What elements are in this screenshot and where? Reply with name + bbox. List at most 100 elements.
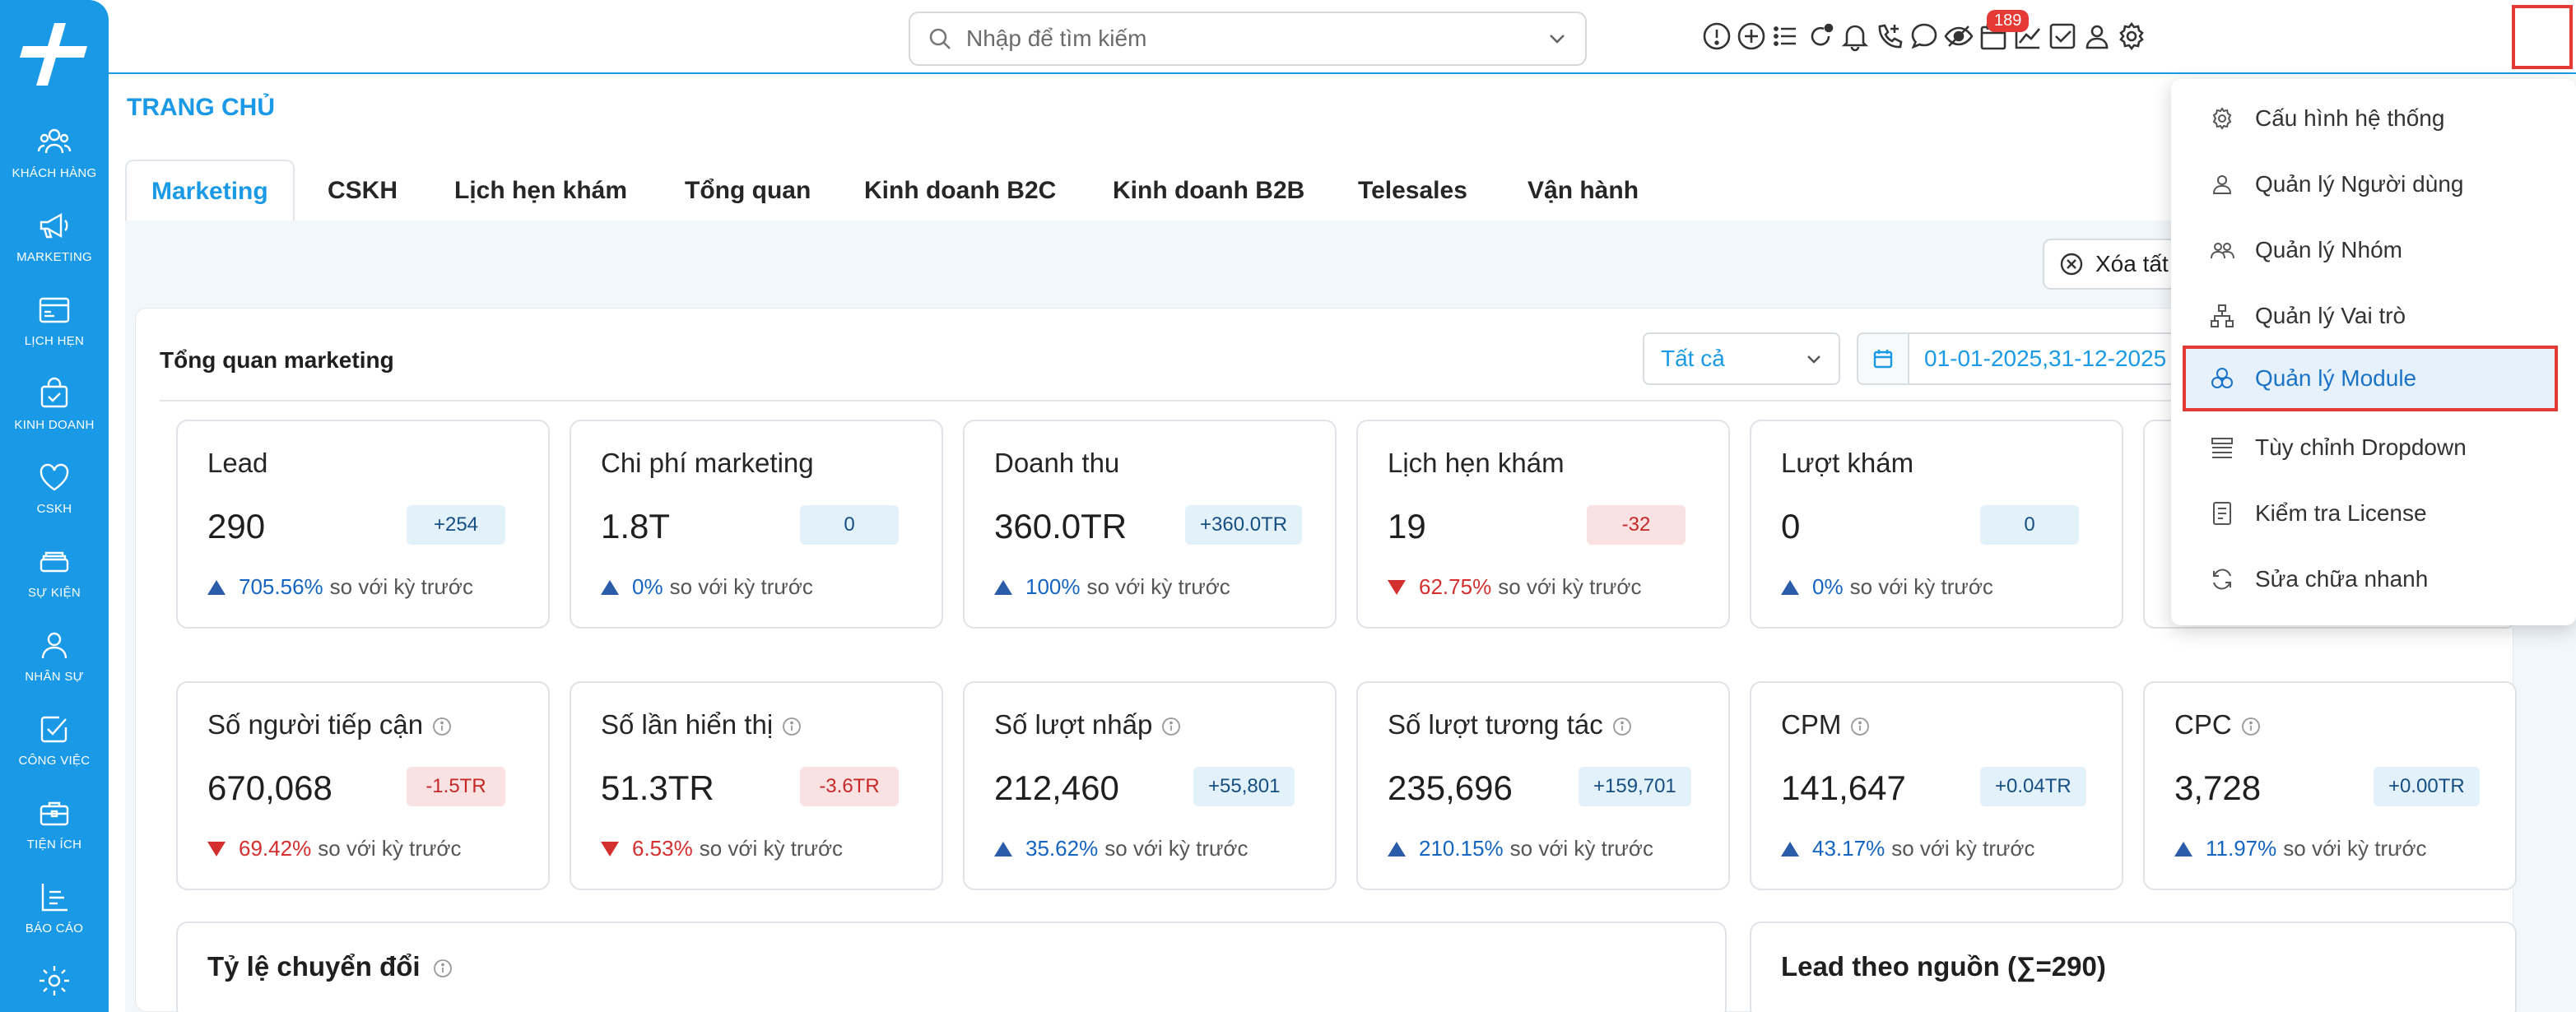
kpi-card[interactable]: Số lượt nhấp 212,460 +55,801 35.62% so v… bbox=[963, 681, 1337, 890]
bell-icon[interactable] bbox=[1839, 20, 1872, 53]
sidebar-item-events[interactable]: SỰ KIỆN bbox=[0, 543, 109, 624]
chart-line-icon[interactable] bbox=[2011, 20, 2044, 53]
kpi-card[interactable]: Số người tiếp cận 670,068 -1.5TR 69.42% … bbox=[176, 681, 550, 890]
megaphone-icon bbox=[40, 212, 68, 239]
menu-item-user-management[interactable]: Quản lý Người dùng bbox=[2171, 151, 2576, 217]
info-icon[interactable] bbox=[432, 958, 453, 979]
kpi-card[interactable]: CPC 3,728 +0.00TR 11.97% so với kỳ trước bbox=[2143, 681, 2517, 890]
sidebar-item-utilities[interactable]: TIỆN ÍCH bbox=[0, 795, 109, 875]
info-icon[interactable] bbox=[1160, 716, 1182, 737]
sidebar-item-hr[interactable]: NHÂN SỰ bbox=[0, 627, 109, 708]
menu-item-role-management[interactable]: Quản lý Vai trò bbox=[2171, 283, 2576, 349]
add-circle-icon[interactable] bbox=[1735, 20, 1768, 53]
menu-item-label: Kiểm tra License bbox=[2255, 500, 2427, 526]
kpi-card[interactable]: Số lượt tương tác 235,696 +159,701 210.1… bbox=[1356, 681, 1730, 890]
menu-item-dropdown-customization[interactable]: Tùy chỉnh Dropdown bbox=[2171, 415, 2576, 480]
kpi-trend: 210.15% so với kỳ trước bbox=[1388, 836, 1653, 861]
kpi-card[interactable]: Số lần hiển thị 51.3TR -3.6TR 6.53% so v… bbox=[570, 681, 943, 890]
kpi-trend-percent: 0% bbox=[632, 574, 663, 599]
kpi-label: Số lượt nhấp bbox=[994, 709, 1182, 740]
kpi-value: 235,696 bbox=[1388, 768, 1513, 807]
menu-item-group-management[interactable]: Quản lý Nhóm bbox=[2171, 217, 2576, 283]
kpi-label: Lịch hẹn khám bbox=[1388, 448, 1565, 478]
kpi-label-text: CPM bbox=[1781, 709, 1842, 740]
kpi-trend-compare: so với kỳ trước bbox=[329, 574, 473, 599]
list-icon[interactable] bbox=[1769, 20, 1802, 53]
tab-b2b[interactable]: Kinh doanh B2B bbox=[1113, 177, 1305, 204]
user-icon[interactable] bbox=[2081, 20, 2113, 53]
kpi-label: Doanh thu bbox=[994, 448, 1120, 478]
gear-icon bbox=[40, 966, 69, 996]
kpi-trend-percent: 0% bbox=[1812, 574, 1844, 599]
alert-icon[interactable] bbox=[1700, 20, 1733, 53]
date-range-picker[interactable]: 01-01-2025,31-12-2025 bbox=[1857, 332, 2186, 385]
menu-item-quick-repair[interactable]: Sửa chữa nhanh bbox=[2171, 546, 2576, 612]
trend-down-icon bbox=[601, 841, 619, 856]
kpi-trend: 0% so với kỳ trước bbox=[1781, 574, 1993, 600]
kpi-label: Số người tiếp cận bbox=[207, 709, 453, 740]
sidebar-item-customers[interactable]: KHÁCH HÀNG bbox=[0, 123, 109, 204]
sidebar-item-settings[interactable] bbox=[0, 963, 109, 1012]
tab-overview[interactable]: Tổng quan bbox=[685, 177, 811, 204]
phone-icon[interactable] bbox=[1873, 20, 1906, 53]
lead-source-title: Lead theo nguồn (∑=290) bbox=[1781, 951, 2106, 982]
kpi-card[interactable]: Chi phí marketing 1.8T 0 0% so với kỳ tr… bbox=[570, 420, 943, 629]
kpi-value: 1.8T bbox=[601, 507, 671, 545]
sidebar-item-label: MARKETING bbox=[16, 250, 92, 264]
info-icon[interactable] bbox=[431, 716, 453, 737]
kpi-card[interactable]: CPM 141,647 +0.04TR 43.17% so với kỳ trư… bbox=[1750, 681, 2123, 890]
modules-icon bbox=[2211, 368, 2233, 388]
sidebar-item-appointments[interactable]: LỊCH HẸN bbox=[0, 291, 109, 372]
filter-select[interactable]: Tất cả bbox=[1643, 332, 1840, 385]
sidebar-item-reports[interactable]: BÁO CÁO bbox=[0, 879, 109, 959]
trend-up-icon bbox=[994, 841, 1012, 856]
kpi-card[interactable]: Lượt khám 0 0 0% so với kỳ trước bbox=[1750, 420, 2123, 629]
kpi-value: 141,647 bbox=[1781, 768, 1906, 807]
conversion-title: Tỷ lệ chuyển đổi bbox=[207, 951, 453, 982]
kpi-card[interactable]: Doanh thu 360.0TR +360.0TR 100% so với k… bbox=[963, 420, 1337, 629]
kpi-card[interactable]: Lịch hẹn khám 19 -32 62.75% so với kỳ tr… bbox=[1356, 420, 1730, 629]
app-logo[interactable] bbox=[18, 21, 89, 87]
kpi-label: Chi phí marketing bbox=[601, 448, 814, 478]
kpi-value: 670,068 bbox=[207, 768, 332, 807]
sidebar-item-marketing[interactable]: MARKETING bbox=[0, 207, 109, 288]
search-input[interactable]: Nhập để tìm kiếm bbox=[909, 12, 1587, 66]
sidebar-item-sales[interactable]: KINH DOANH bbox=[0, 375, 109, 456]
tab-b2c[interactable]: Kinh doanh B2C bbox=[864, 177, 1057, 204]
menu-item-label: Quản lý Nhóm bbox=[2255, 237, 2402, 262]
settings-button-highlight[interactable] bbox=[2512, 5, 2573, 69]
briefcase-icon bbox=[40, 801, 69, 826]
refresh-dot-icon[interactable] bbox=[1804, 20, 1837, 53]
settings-icon[interactable] bbox=[2115, 20, 2148, 53]
kpi-value: 360.0TR bbox=[994, 507, 1128, 545]
kpi-change-badge: -3.6TR bbox=[800, 767, 899, 806]
menu-item-module-management[interactable]: Quản lý Module bbox=[2183, 346, 2558, 411]
info-icon[interactable] bbox=[1849, 716, 1871, 737]
kpi-value: 0 bbox=[1781, 507, 1801, 545]
menu-item-system-config[interactable]: Cấu hình hệ thống bbox=[2171, 86, 2576, 151]
sidebar-item-customer-care[interactable]: CSKH bbox=[0, 459, 109, 540]
chat-icon[interactable] bbox=[1908, 20, 1941, 53]
sidebar-item-tasks[interactable]: CÔNG VIỆC bbox=[0, 711, 109, 791]
trend-up-icon bbox=[1388, 841, 1406, 856]
info-icon[interactable] bbox=[2240, 716, 2262, 737]
tab-telesales[interactable]: Telesales bbox=[1358, 177, 1467, 204]
kpi-trend: 35.62% so với kỳ trước bbox=[994, 836, 1248, 861]
chevron-down-icon[interactable] bbox=[1546, 27, 1569, 50]
tab-customer-care[interactable]: CSKH bbox=[328, 177, 398, 204]
menu-item-license-check[interactable]: Kiểm tra License bbox=[2171, 480, 2576, 546]
event-icon bbox=[40, 551, 69, 573]
sidebar-item-label: TIỆN ÍCH bbox=[26, 838, 82, 852]
kpi-trend-percent: 43.17% bbox=[1812, 836, 1886, 861]
eye-off-icon[interactable] bbox=[1942, 20, 1975, 53]
kpi-label: Số lần hiển thị bbox=[601, 709, 802, 740]
info-icon[interactable] bbox=[1611, 716, 1633, 737]
date-range-value: 01-01-2025,31-12-2025 bbox=[1924, 346, 2167, 371]
tab-appointments[interactable]: Lịch hẹn khám bbox=[454, 177, 628, 204]
info-icon[interactable] bbox=[781, 716, 802, 737]
clear-all-button[interactable]: Xóa tất bbox=[2043, 239, 2191, 290]
kpi-card[interactable]: Lead 290 +254 705.56% so với kỳ trước bbox=[176, 420, 550, 629]
tab-operations[interactable]: Vận hành bbox=[1527, 177, 1639, 204]
checkbox-icon[interactable] bbox=[2046, 20, 2079, 53]
tab-marketing[interactable]: Marketing bbox=[125, 160, 295, 222]
